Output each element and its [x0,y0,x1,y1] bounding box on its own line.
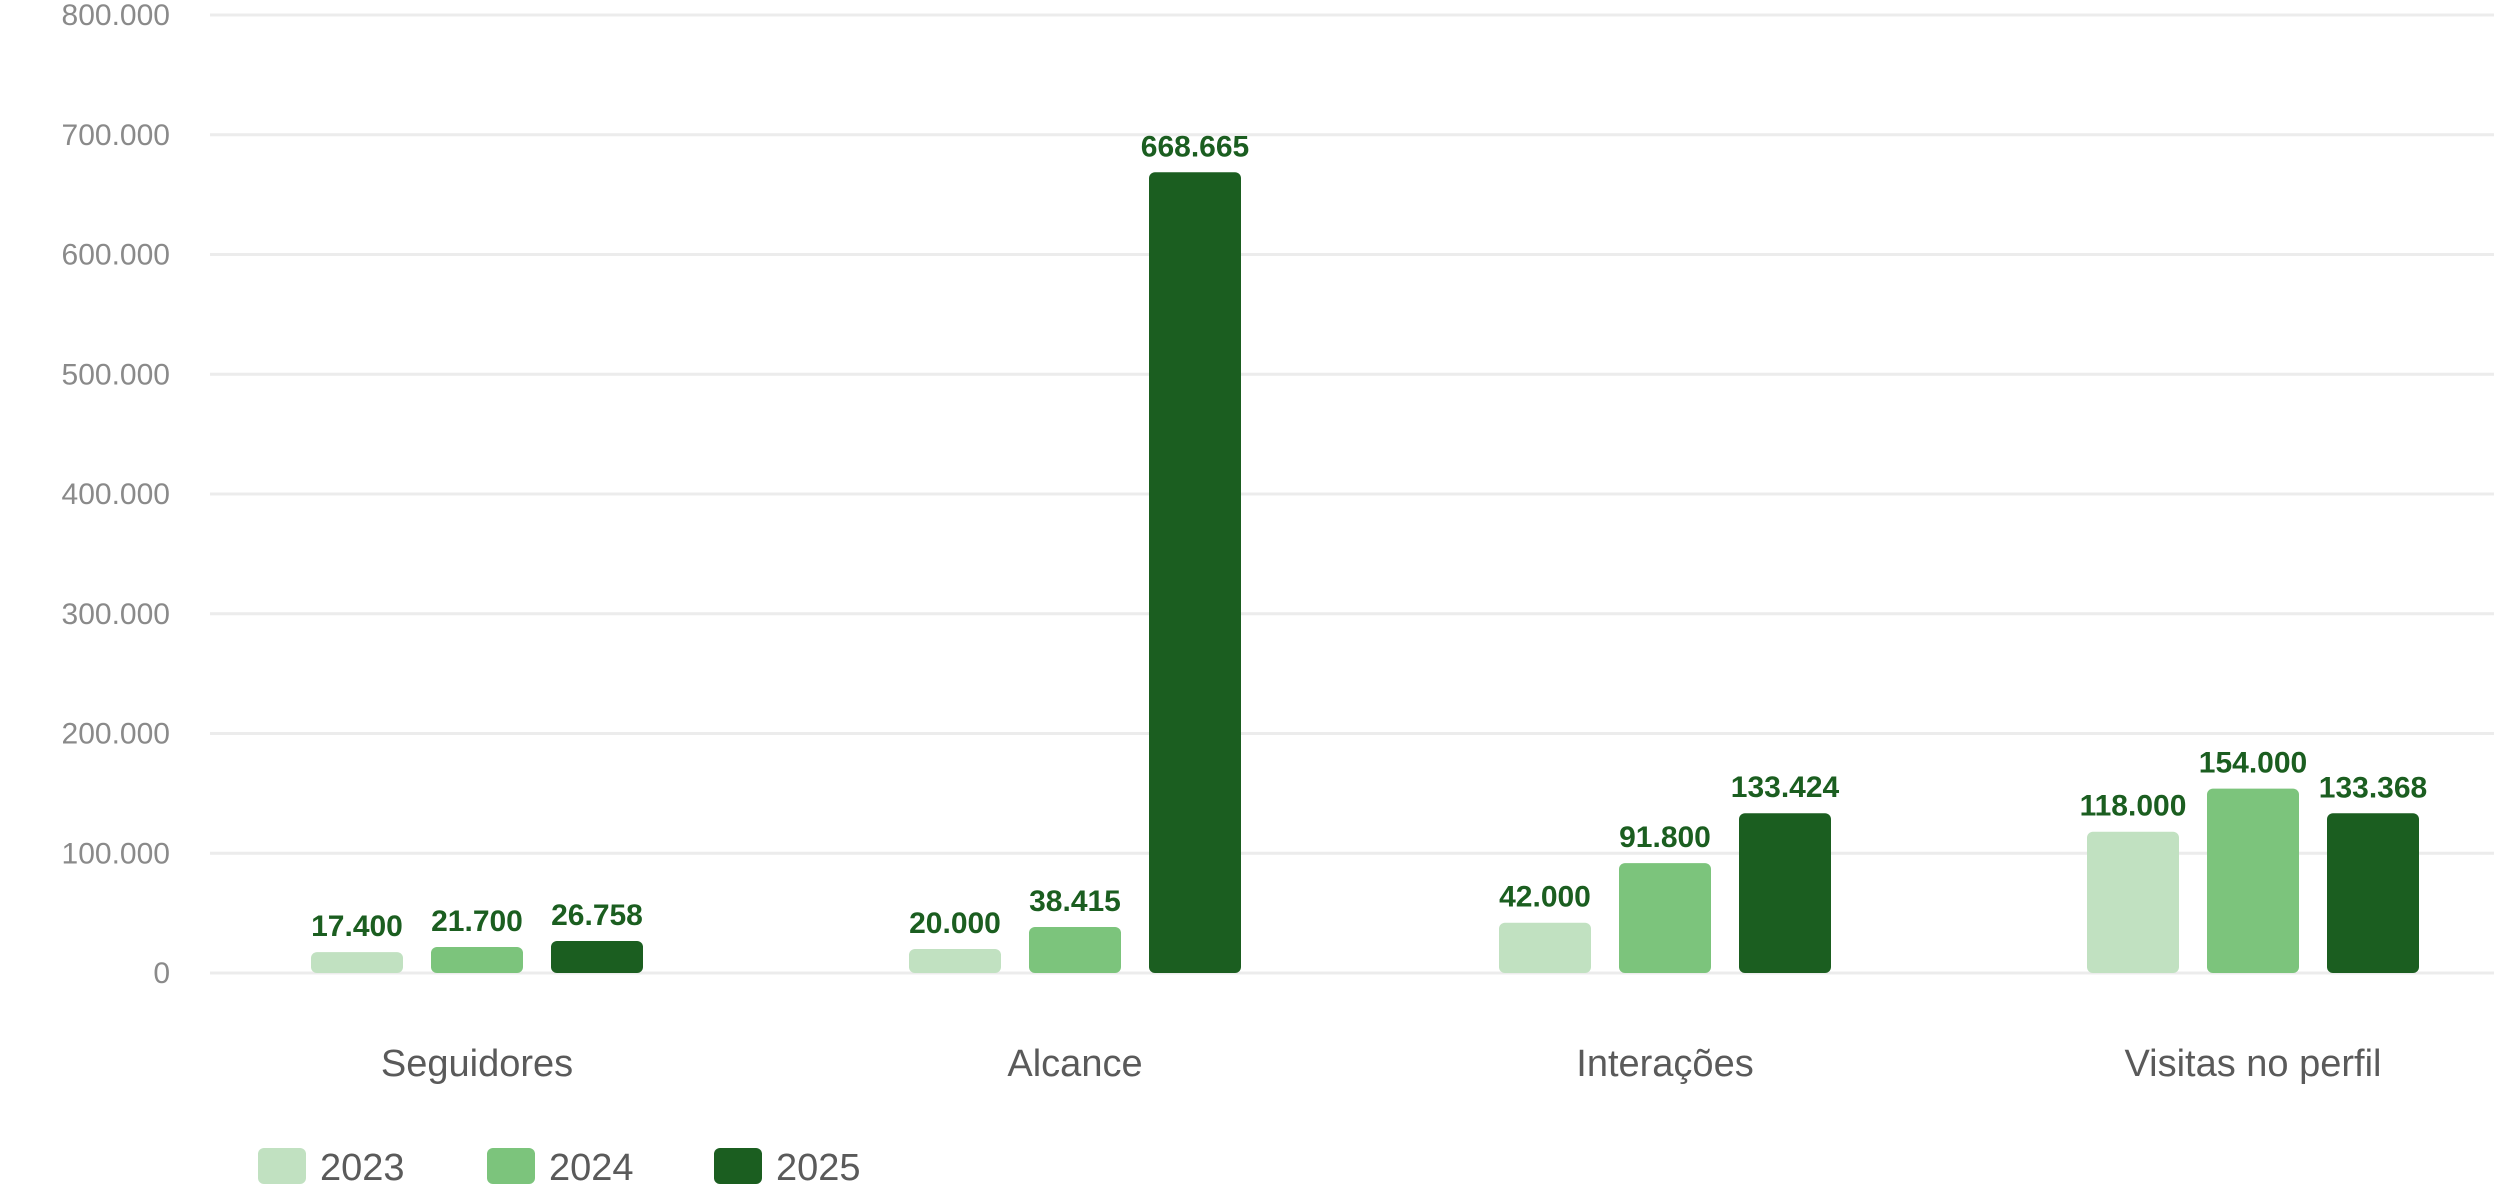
bar [1619,863,1711,973]
bar [2327,813,2419,973]
data-label: 26.758 [551,899,643,932]
data-label: 154.000 [2199,747,2307,780]
y-tick-label: 800.000 [62,0,170,32]
legend: 2023 2024 2025 [258,1147,861,1189]
gridlines [210,13,2494,975]
data-label: 17.400 [311,910,403,943]
bar [2087,831,2179,973]
y-tick-label: 700.000 [62,119,170,152]
legend-label: 2025 [776,1147,861,1189]
legend-swatch [714,1148,762,1184]
data-label: 668.665 [1141,130,1249,163]
data-label: 133.368 [2319,771,2427,804]
legend-swatch [258,1148,306,1184]
bars [311,172,2419,973]
y-tick-label: 500.000 [62,358,170,391]
legend-swatch [487,1148,535,1184]
bar [1739,813,1831,973]
y-axis-ticks: 800.000 700.000 600.000 500.000 400.000 300.0… [62,0,170,990]
x-axis-categories: Seguidores Alcance Interações Visitas no pe… [381,1043,2382,1085]
bar [311,952,403,973]
bar [431,947,523,973]
y-tick-label: 0 [153,957,170,990]
bar [2207,788,2299,973]
x-tick-label: Seguidores [381,1043,573,1085]
data-label: 91.800 [1619,821,1711,854]
y-tick-label: 300.000 [62,598,170,631]
legend-label: 2024 [549,1147,634,1189]
bar [909,949,1001,973]
data-label: 42.000 [1499,881,1591,914]
y-tick-label: 100.000 [62,837,170,870]
data-label: 20.000 [909,907,1001,940]
x-tick-label: Visitas no perfil [2125,1043,2382,1085]
x-tick-label: Interações [1576,1043,1753,1085]
x-tick-label: Alcance [1007,1043,1142,1085]
bar [1149,172,1241,973]
legend-label: 2023 [320,1147,405,1189]
data-label: 133.424 [1731,771,1840,804]
data-label: 21.700 [431,905,523,938]
y-tick-label: 400.000 [62,478,170,511]
data-labels: 17.400 21.700 26.758 20.000 38.415 668.665 42.… [311,130,2427,943]
bar [1499,922,1591,973]
y-tick-label: 200.000 [62,718,170,751]
data-label: 118.000 [2080,790,2187,823]
data-label: 38.415 [1029,885,1121,918]
bar [1029,926,1121,973]
bar [551,940,643,973]
y-tick-label: 600.000 [62,239,170,272]
